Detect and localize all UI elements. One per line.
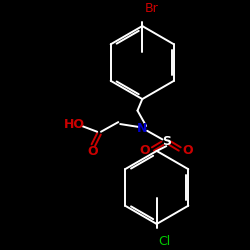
Text: HO: HO: [64, 118, 84, 130]
Text: O: O: [140, 144, 150, 158]
Text: Cl: Cl: [158, 234, 171, 248]
Text: O: O: [87, 146, 98, 158]
Text: Br: Br: [145, 2, 159, 15]
Text: S: S: [162, 135, 171, 148]
Text: O: O: [182, 144, 193, 158]
Text: N: N: [137, 122, 147, 135]
